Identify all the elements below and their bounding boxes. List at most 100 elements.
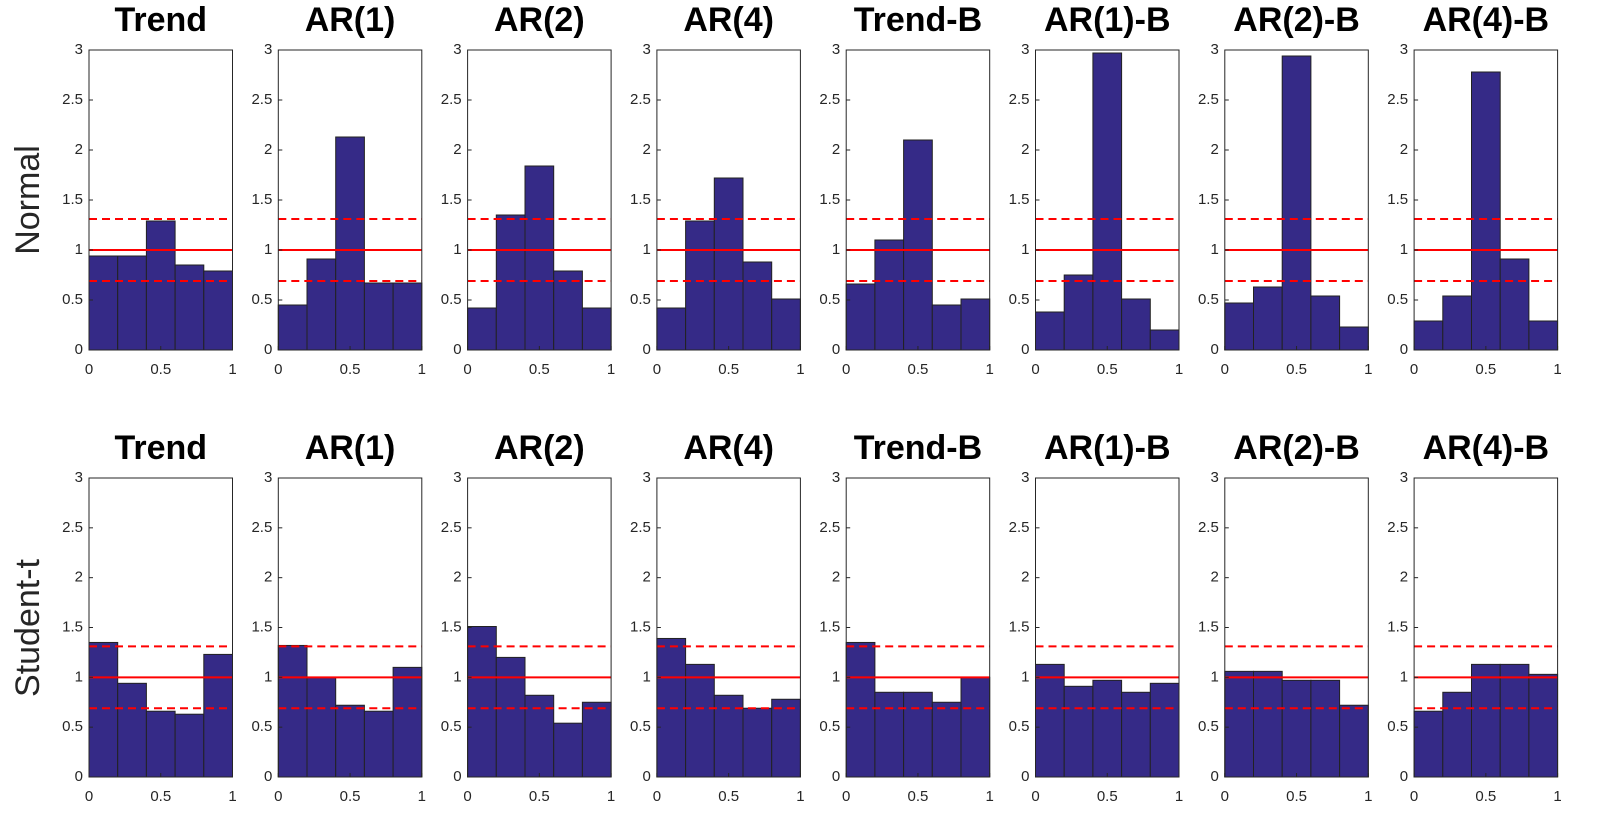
bar: [1281, 55, 1312, 351]
x-tick-label: 0.5: [150, 361, 171, 378]
bar: [771, 298, 801, 351]
bar: [903, 139, 933, 351]
y-tick-label: 1.5: [1387, 618, 1408, 635]
x-tick-label: 1: [1364, 361, 1372, 378]
x-tick-label: 0.5: [908, 788, 929, 805]
bar: [1339, 704, 1369, 778]
y-tick-label: 2.5: [1198, 91, 1219, 108]
y-tick-label: 2.5: [441, 91, 462, 108]
x-tick-label: 1: [986, 788, 994, 805]
y-tick-label: 2: [453, 569, 461, 586]
x-tick-label: 0: [842, 361, 850, 378]
x-tick-label: 0.5: [1286, 361, 1307, 378]
x-tick-label: 0: [274, 361, 282, 378]
bar: [931, 304, 962, 351]
bar: [1121, 691, 1151, 778]
bar: [1253, 670, 1283, 778]
x-tick-label: 0: [85, 361, 93, 378]
bar: [1063, 274, 1094, 351]
y-tick-label: 3: [75, 469, 83, 486]
x-tick-label: 1: [418, 361, 426, 378]
y-tick-label: 1.5: [630, 618, 651, 635]
panel: Trend-B 0 0.5 1 1.5 2 2.5 3 0 0.5 1: [819, 429, 994, 805]
chart-title: AR(4): [683, 1, 774, 39]
bar: [495, 656, 526, 778]
y-tick-label: 0.5: [819, 718, 840, 735]
bar: [524, 165, 555, 351]
chart-title: AR(2): [494, 429, 585, 467]
x-tick-label: 0: [1221, 788, 1229, 805]
y-tick-label: 2.5: [1387, 91, 1408, 108]
y-tick-label: 1.5: [1009, 618, 1030, 635]
y-tick-label: 0.5: [819, 291, 840, 308]
y-tick-label: 3: [75, 41, 83, 58]
bar: [713, 177, 744, 351]
y-tick-label: 3: [1400, 469, 1408, 486]
x-tick-label: 0: [653, 361, 661, 378]
x-tick-label: 1: [607, 788, 615, 805]
y-tick-label: 0.5: [1387, 291, 1408, 308]
bar: [363, 282, 394, 351]
y-tick-label: 0.5: [441, 718, 462, 735]
y-tick-label: 2.5: [441, 519, 462, 536]
panel: AR(1)-B 0 0.5 1 1.5 2 2.5 3 0 0.5 1: [1009, 429, 1184, 805]
bar: [1092, 679, 1123, 778]
y-tick-label: 1: [75, 241, 83, 258]
y-tick-label: 3: [1210, 469, 1218, 486]
bar: [845, 283, 876, 351]
x-tick-label: 1: [796, 361, 804, 378]
y-tick-label: 2: [643, 141, 651, 158]
y-tick-label: 0: [643, 341, 651, 358]
chart-title: Trend-B: [854, 1, 982, 39]
x-tick-label: 0.5: [718, 788, 739, 805]
x-tick-label: 0.5: [1475, 361, 1496, 378]
y-tick-label: 0: [1021, 768, 1029, 785]
bar: [495, 214, 526, 351]
panel: AR(2) 0 0.5 1 1.5 2 2.5 3 0 0.5 1: [441, 1, 616, 378]
bar: [1310, 295, 1341, 351]
chart-title: AR(1)-B: [1044, 1, 1171, 39]
x-tick-label: 1: [1553, 361, 1561, 378]
bar: [174, 264, 205, 351]
y-tick-label: 2: [1210, 569, 1218, 586]
y-tick-label: 0.5: [1198, 291, 1219, 308]
y-tick-label: 3: [1021, 469, 1029, 486]
panel: AR(4)-B 0 0.5 1 1.5 2 2.5 3 0 0.5 1: [1387, 429, 1562, 805]
bar: [1528, 320, 1559, 351]
bar: [581, 701, 612, 778]
bar: [363, 710, 394, 778]
chart-title: AR(4)-B: [1423, 1, 1550, 39]
bar: [1310, 679, 1341, 778]
y-tick-label: 2: [643, 569, 651, 586]
bar: [467, 307, 497, 351]
y-tick-label: 1: [1210, 668, 1218, 685]
bar: [931, 701, 962, 778]
bar: [553, 722, 583, 778]
y-tick-label: 0: [1400, 768, 1408, 785]
bar: [174, 713, 205, 778]
y-tick-label: 0: [1210, 768, 1218, 785]
y-tick-label: 2.5: [62, 91, 83, 108]
bar: [145, 710, 176, 778]
bar: [960, 676, 991, 778]
panel: AR(1) 0 0.5 1 1.5 2 2.5 3 0 0.5 1: [251, 429, 426, 805]
bar: [1528, 673, 1559, 778]
y-tick-label: 0: [1021, 341, 1029, 358]
bar: [277, 644, 308, 778]
bar: [203, 653, 234, 778]
bar: [117, 255, 147, 351]
chart-title: AR(1): [305, 1, 396, 39]
x-tick-label: 1: [1175, 361, 1183, 378]
chart-title: Trend: [114, 429, 207, 467]
y-tick-label: 1.5: [1198, 191, 1219, 208]
y-tick-label: 2: [832, 569, 840, 586]
y-tick-label: 0: [264, 768, 272, 785]
y-tick-label: 2: [264, 569, 272, 586]
x-tick-label: 0.5: [1097, 361, 1118, 378]
bar: [1339, 326, 1369, 351]
bar: [117, 682, 147, 778]
y-tick-label: 2: [1400, 569, 1408, 586]
bar: [1471, 663, 1501, 778]
bar: [88, 641, 119, 778]
y-tick-label: 1.5: [62, 618, 83, 635]
